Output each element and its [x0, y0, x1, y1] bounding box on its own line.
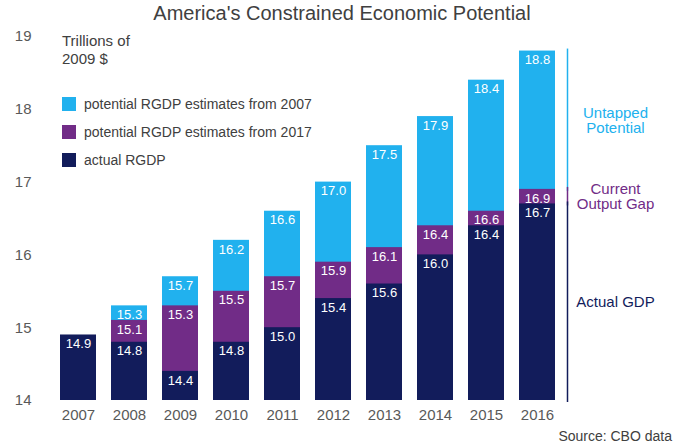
svg-text:Actual GDP: Actual GDP	[576, 293, 654, 310]
svg-text:15.7: 15.7	[270, 278, 295, 293]
svg-text:15.5: 15.5	[219, 292, 244, 307]
svg-text:15.6: 15.6	[372, 285, 397, 300]
svg-text:16.4: 16.4	[474, 227, 499, 242]
svg-text:15.3: 15.3	[168, 307, 193, 322]
svg-text:14.8: 14.8	[219, 343, 244, 358]
svg-text:16.2: 16.2	[219, 242, 244, 257]
svg-text:16.1: 16.1	[372, 249, 397, 264]
svg-text:UntappedPotential: UntappedPotential	[583, 104, 648, 136]
svg-text:2011: 2011	[266, 406, 298, 423]
svg-text:15.0: 15.0	[270, 329, 295, 344]
svg-text:18: 18	[15, 100, 32, 117]
svg-text:2014: 2014	[419, 406, 452, 423]
svg-text:16.4: 16.4	[423, 227, 448, 242]
html-text:Source: CBO data: Source: CBO data	[558, 428, 672, 444]
svg-text:2013: 2013	[368, 406, 401, 423]
svg-text:2012: 2012	[317, 406, 350, 423]
svg-text:2010: 2010	[215, 406, 248, 423]
svg-text:14: 14	[15, 391, 32, 408]
svg-text:15.3: 15.3	[117, 307, 142, 322]
svg-text:16.7: 16.7	[525, 205, 550, 220]
svg-text:2016: 2016	[521, 406, 554, 423]
svg-text:16.6: 16.6	[474, 212, 499, 227]
html-text:America's Constrained Economic: America's Constrained Economic Potential	[153, 2, 531, 24]
svg-text:14.9: 14.9	[66, 336, 91, 351]
svg-text:18.8: 18.8	[525, 52, 550, 67]
svg-text:17.9: 17.9	[423, 118, 448, 133]
svg-text:15.9: 15.9	[321, 263, 346, 278]
svg-text:15: 15	[15, 319, 32, 336]
svg-text:18.4: 18.4	[474, 81, 499, 96]
svg-text:17: 17	[15, 173, 32, 190]
svg-text:14.4: 14.4	[168, 373, 193, 388]
svg-text:15.4: 15.4	[321, 300, 346, 315]
svg-text:15.7: 15.7	[168, 278, 193, 293]
svg-text:16.6: 16.6	[270, 212, 295, 227]
svg-text:16: 16	[15, 246, 32, 263]
svg-text:2015: 2015	[470, 406, 503, 423]
svg-text:17.0: 17.0	[321, 183, 346, 198]
html-text:potential RGDP estimates from: potential RGDP estimates from 2017	[84, 124, 312, 140]
svg-text:15.1: 15.1	[117, 322, 142, 337]
svg-text:2009: 2009	[164, 406, 197, 423]
svg-text:16.0: 16.0	[423, 256, 448, 271]
svg-text:14.8: 14.8	[117, 343, 142, 358]
html-text:potential RGDP estimates from: potential RGDP estimates from 2007	[84, 96, 312, 112]
html-text:actual RGDP: actual RGDP	[84, 152, 166, 168]
html-text:Trillions of 2009 $: Trillions of 2009 $	[62, 32, 130, 67]
svg-text:16.9: 16.9	[525, 191, 550, 206]
svg-text:19: 19	[15, 27, 32, 44]
svg-text:CurrentOutput Gap: CurrentOutput Gap	[577, 180, 655, 212]
svg-text:2007: 2007	[62, 406, 95, 423]
svg-text:2008: 2008	[113, 406, 146, 423]
svg-text:17.5: 17.5	[372, 147, 397, 162]
